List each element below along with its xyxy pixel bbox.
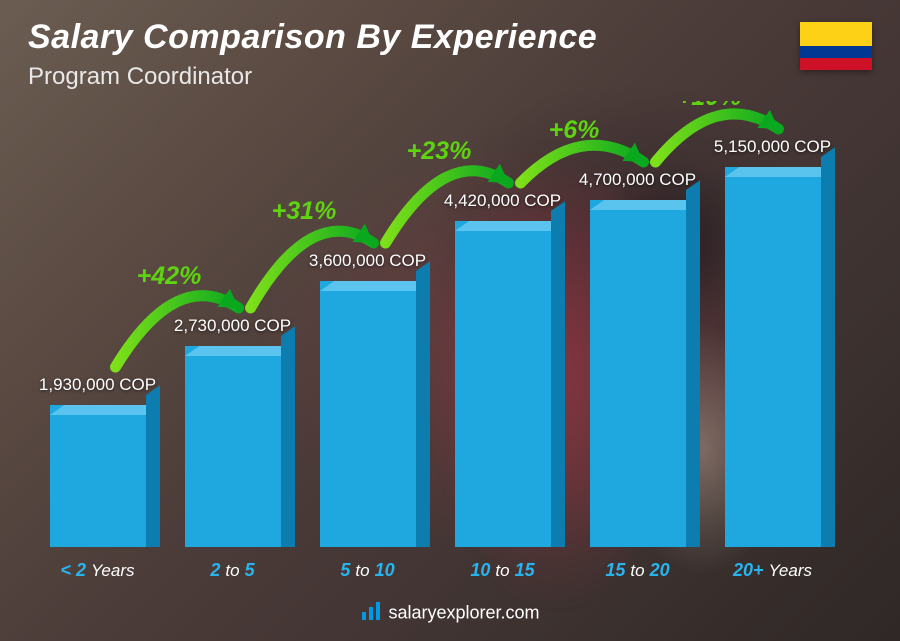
x-axis-label: 5 to 10 [300, 560, 435, 581]
bar-top-face [455, 221, 565, 231]
bar-group: 1,930,000 COP [30, 375, 165, 547]
bars-container: 1,930,000 COP 2,730,000 COP 3,600,000 COP 4… [30, 101, 840, 547]
x-axis-labels: < 2 Years2 to 55 to 1010 to 1515 to 2020… [30, 560, 840, 581]
bar-value-label: 4,420,000 COP [444, 191, 561, 211]
bar-top-face [185, 346, 295, 356]
salary-bar-chart: 1,930,000 COP 2,730,000 COP 3,600,000 COP 4… [30, 101, 840, 581]
bar [50, 405, 146, 547]
bar-value-label: 1,930,000 COP [39, 375, 156, 395]
country-flag-colombia [800, 22, 872, 70]
bar-value-label: 4,700,000 COP [579, 170, 696, 190]
bar-top-face [725, 167, 835, 177]
page-title: Salary Comparison By Experience [28, 18, 872, 57]
bar-value-label: 2,730,000 COP [174, 316, 291, 336]
logo-icon [360, 600, 382, 627]
page-subtitle: Program Coordinator [28, 63, 872, 91]
bar-group: 3,600,000 COP [300, 251, 435, 547]
bar-side-face [146, 395, 160, 547]
bar-top-face [50, 405, 160, 415]
x-axis-label: 15 to 20 [570, 560, 705, 581]
bar [185, 346, 281, 547]
x-axis-label: 10 to 15 [435, 560, 570, 581]
bar-group: 4,700,000 COP [570, 170, 705, 547]
x-axis-label: 2 to 5 [165, 560, 300, 581]
footer-site-name: salaryexplorer.com [388, 602, 539, 622]
bar [320, 281, 416, 547]
bar [455, 221, 551, 547]
bar [590, 200, 686, 547]
bar-side-face [551, 211, 565, 547]
bar-value-label: 5,150,000 COP [714, 137, 831, 157]
bar-top-face [320, 281, 430, 291]
bar-side-face [686, 190, 700, 547]
bar-side-face [416, 271, 430, 547]
bar-side-face [281, 336, 295, 547]
x-axis-label: < 2 Years [30, 560, 165, 581]
bar [725, 167, 821, 547]
bar-value-label: 3,600,000 COP [309, 251, 426, 271]
bar-top-face [590, 200, 700, 210]
bar-group: 5,150,000 COP [705, 137, 840, 547]
bar-side-face [821, 157, 835, 547]
flag-stripe-blue [800, 46, 872, 58]
header: Salary Comparison By Experience Program … [28, 18, 872, 91]
footer: salaryexplorer.com [0, 600, 900, 627]
bar-group: 2,730,000 COP [165, 316, 300, 547]
bar-group: 4,420,000 COP [435, 191, 570, 547]
x-axis-label: 20+ Years [705, 560, 840, 581]
flag-stripe-yellow [800, 22, 872, 46]
flag-stripe-red [800, 58, 872, 70]
